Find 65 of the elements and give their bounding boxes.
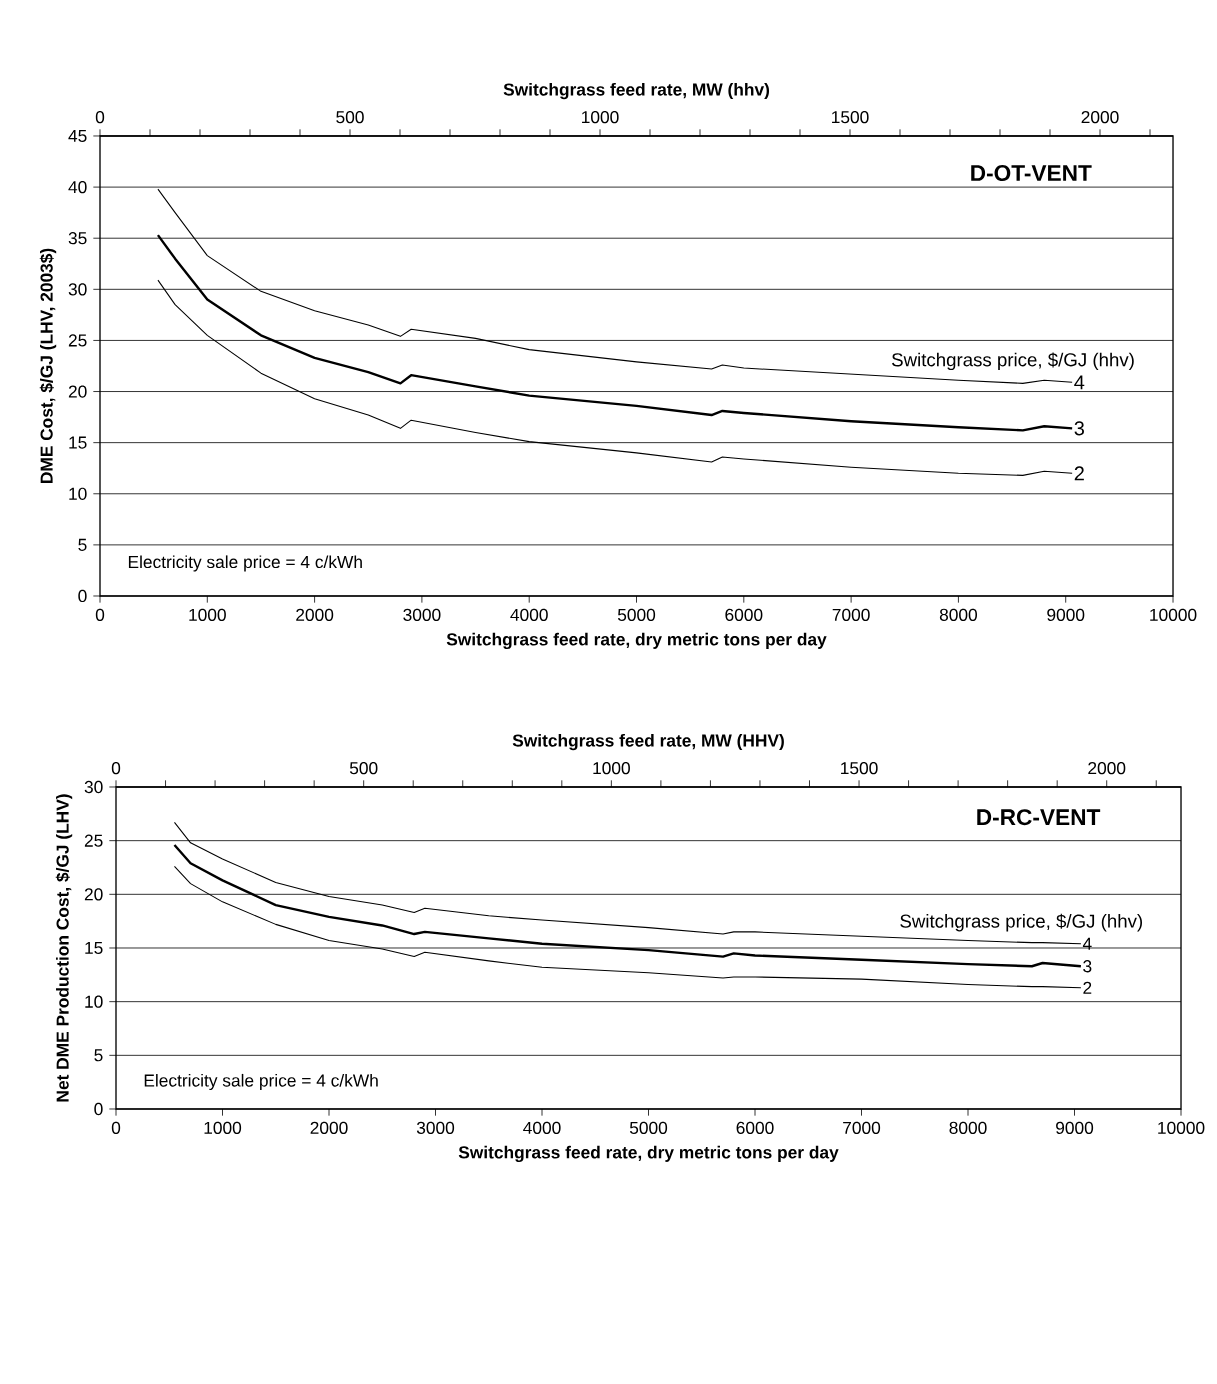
annotation: Electricity sale price = 4 c/kWh — [144, 1073, 378, 1091]
y-axis-title: Net DME Production Cost, $/GJ (LHV) — [55, 794, 73, 1102]
x2-tick-label: 1500 — [841, 762, 878, 775]
series-label: 3 — [1083, 960, 1092, 973]
y-tick-label: 0 — [78, 589, 87, 603]
y-axis-title: DME Cost, $/GJ (LHV, 2003$) — [39, 248, 57, 483]
y-tick-label: 15 — [69, 436, 87, 449]
x2-tick-label: 1000 — [593, 762, 630, 775]
y-tick-label: 5 — [94, 1049, 103, 1062]
x2-axis-title: Switchgrass feed rate, MW (HHV) — [512, 733, 784, 751]
x-tick-label: 6000 — [725, 608, 763, 621]
x-tick-label: 7000 — [832, 608, 870, 621]
y-tick-label: 35 — [68, 232, 87, 245]
x-tick-label: 6000 — [736, 1121, 774, 1134]
x-tick-label: 8000 — [939, 608, 978, 621]
x-tick-label: 5000 — [629, 1121, 668, 1134]
y-tick-label: 10 — [69, 487, 87, 500]
text: D-RC-VENT — [977, 809, 1101, 826]
x2-tick-label: 1000 — [582, 110, 619, 124]
series-label: 4 — [1082, 937, 1092, 950]
x-tick-label: 9000 — [1056, 1121, 1094, 1134]
y-tick-label: 25 — [84, 834, 103, 847]
series-label: 4 — [1074, 375, 1085, 390]
x2-tick-label: 500 — [336, 110, 364, 124]
x-tick-label: 2000 — [296, 608, 334, 621]
x-tick-label: 4000 — [510, 608, 548, 621]
x2-tick-label: 2000 — [1088, 762, 1126, 775]
x-tick-label: 4000 — [523, 1121, 561, 1134]
x-tick-label: 1000 — [189, 608, 226, 621]
series-label: 2 — [1083, 981, 1092, 994]
y-tick-label: 10 — [85, 995, 103, 1008]
x2-axis-title: Switchgrass feed rate, MW (hhv) — [503, 82, 770, 100]
x2-tick-label: 2000 — [1081, 110, 1119, 124]
y-tick-label: 20 — [84, 888, 103, 901]
x-tick-label: 2000 — [310, 1121, 348, 1134]
y-tick-label: 25 — [68, 334, 87, 347]
x-tick-label: 7000 — [843, 1121, 881, 1134]
series-label: 2 — [1074, 466, 1084, 481]
x-tick-label: 1000 — [204, 1121, 242, 1134]
x-tick-label: 10000 — [1150, 608, 1197, 621]
y-tick-label: 40 — [68, 180, 87, 194]
x-tick-label: 8000 — [949, 1121, 987, 1134]
y-tick-label: 20 — [68, 385, 87, 398]
x-tick-label: 3000 — [416, 1121, 455, 1134]
y-tick-label: 30 — [68, 283, 87, 296]
x-tick-label: 3000 — [403, 608, 441, 621]
x2-tick-label: 500 — [349, 762, 378, 775]
y-tick-label: 15 — [85, 941, 103, 955]
annotation: Switchgrass price, $/GJ (hhv) — [892, 352, 1134, 371]
x-axis-title: Switchgrass feed rate, dry metric tons per day — [458, 1145, 839, 1163]
y-tick-label: 0 — [94, 1102, 103, 1116]
x-axis-title: Switchgrass feed rate, dry metric tons per day — [446, 632, 827, 650]
x-tick-label: 9000 — [1047, 608, 1085, 621]
x-tick-label: 0 — [111, 1121, 121, 1134]
series-label: 3 — [1074, 421, 1084, 436]
y-tick-label: 5 — [78, 538, 87, 551]
y-tick-label: 45 — [68, 129, 87, 143]
x2-tick-label: 1500 — [832, 110, 869, 124]
annotation: Switchgrass price, $/GJ (hhv) — [900, 913, 1143, 932]
annotation: Electricity sale price = 4 c/kWh — [128, 555, 362, 572]
y-tick-label: 30 — [84, 780, 103, 794]
x2-tick-label: 0 — [111, 762, 121, 775]
text: D-OT-VENT — [971, 165, 1092, 182]
x-tick-label: 10000 — [1158, 1121, 1205, 1134]
x-tick-label: 5000 — [617, 608, 656, 621]
